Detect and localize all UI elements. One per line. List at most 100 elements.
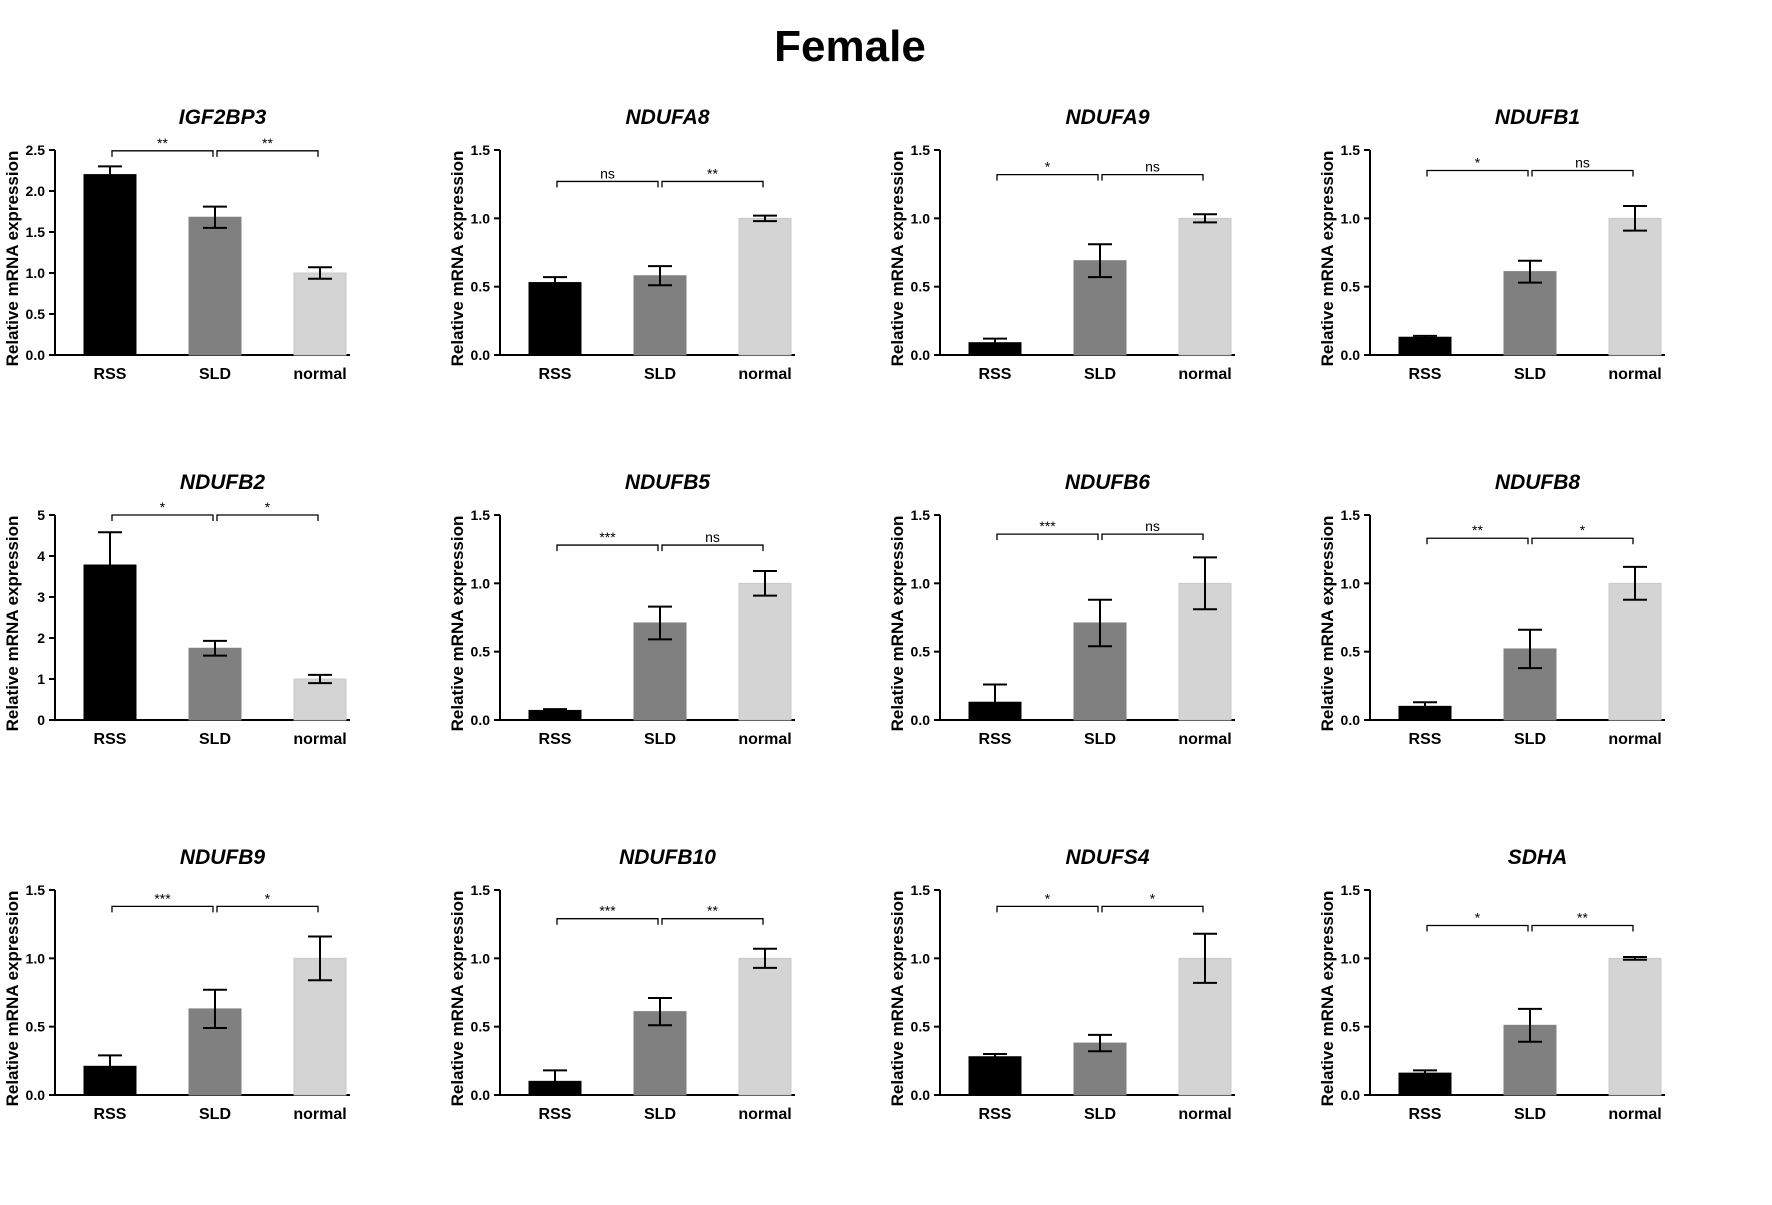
y-tick-label: 0.0	[26, 1087, 46, 1103]
category-label: SLD	[1514, 1106, 1546, 1123]
y-axis-label: Relative mRNA expression	[888, 891, 907, 1107]
y-tick-label: 1.0	[471, 210, 491, 226]
bar-normal	[293, 678, 347, 721]
significance-bracket	[1101, 533, 1204, 541]
significance-label: **	[262, 135, 273, 151]
significance-label: *	[1475, 155, 1481, 171]
y-axis-label: Relative mRNA expression	[3, 151, 22, 367]
y-tick-label: 2	[37, 630, 45, 646]
significance-label: *	[1475, 910, 1481, 926]
y-tick-label: 1.0	[26, 265, 46, 281]
category-label: RSS	[94, 366, 127, 383]
chart-title: NDUFB10	[619, 846, 716, 869]
y-tick-label: 1.5	[26, 224, 46, 240]
category-label: RSS	[539, 366, 572, 383]
significance-bracket	[111, 150, 214, 157]
significance-label: ***	[154, 890, 171, 906]
category-label: normal	[1608, 366, 1661, 383]
y-axis-label: Relative mRNA expression	[1318, 151, 1337, 367]
y-axis-label: Relative mRNA expression	[448, 516, 467, 732]
category-label: RSS	[94, 1106, 127, 1123]
bar-normal	[293, 272, 347, 356]
significance-label: **	[1472, 522, 1483, 538]
bar-normal	[738, 217, 792, 356]
category-label: SLD	[1514, 731, 1546, 748]
category-label: normal	[1608, 731, 1661, 748]
significance-bracket	[1531, 537, 1634, 545]
significance-bracket	[661, 180, 764, 188]
y-tick-label: 1.5	[471, 507, 491, 523]
y-tick-label: 1.0	[471, 575, 491, 591]
bar-rss	[968, 1056, 1022, 1096]
category-label: SLD	[644, 731, 676, 748]
significance-bracket	[996, 533, 1099, 541]
y-tick-label: 1.5	[26, 882, 46, 898]
y-tick-label: 0.5	[26, 306, 46, 322]
significance-label: ***	[1039, 518, 1056, 534]
bar-sld	[188, 216, 242, 356]
category-label: SLD	[1084, 366, 1116, 383]
y-tick-label: 0	[37, 712, 45, 728]
bar-normal	[1178, 217, 1232, 356]
chart-panel-ndufb9: NDUFB9 Relative mRNA expression 0.0 0.5 1.0 1…	[3, 846, 350, 1123]
y-tick-label: 0.0	[911, 712, 931, 728]
chart-title: NDUFB1	[1495, 106, 1580, 129]
significance-bracket	[1426, 924, 1529, 932]
category-label: normal	[293, 1106, 346, 1123]
chart-title: NDUFS4	[1065, 846, 1149, 869]
category-label: normal	[293, 366, 346, 383]
y-tick-label: 3	[37, 589, 45, 605]
chart-title: NDUFB9	[180, 846, 265, 869]
y-tick-label: 0.0	[471, 712, 491, 728]
significance-bracket	[216, 150, 319, 157]
chart-title: NDUFB8	[1495, 471, 1580, 494]
significance-bracket	[1531, 169, 1634, 177]
bar-sld	[1503, 271, 1557, 356]
bar-normal	[738, 957, 792, 1096]
y-tick-label: 0.0	[471, 347, 491, 363]
y-tick-label: 1.0	[26, 950, 46, 966]
category-label: RSS	[979, 1106, 1012, 1123]
significance-bracket	[216, 905, 319, 913]
category-label: RSS	[539, 731, 572, 748]
y-tick-label: 1.0	[1341, 950, 1361, 966]
bar-rss	[1398, 336, 1452, 356]
significance-bracket	[111, 905, 214, 913]
bar-normal	[1608, 957, 1662, 1096]
significance-label: **	[707, 165, 718, 181]
y-tick-label: 1.5	[911, 507, 931, 523]
chart-title: IGF2BP3	[179, 106, 267, 129]
y-tick-label: 0.0	[1341, 1087, 1361, 1103]
y-tick-label: 1.0	[471, 950, 491, 966]
category-label: normal	[293, 731, 346, 748]
significance-label: ns	[1575, 155, 1590, 171]
y-tick-label: 1	[37, 671, 45, 687]
significance-bracket	[996, 905, 1099, 913]
y-tick-label: 2.5	[26, 142, 46, 158]
y-axis-label: Relative mRNA expression	[1318, 516, 1337, 732]
y-tick-label: 0.0	[26, 347, 46, 363]
y-tick-label: 0.5	[911, 1019, 931, 1035]
chart-panel-ndufs4: NDUFS4 Relative mRNA expression 0.0 0.5 1.0 1…	[888, 846, 1235, 1123]
y-tick-label: 1.5	[471, 142, 491, 158]
bar-sld	[633, 275, 687, 356]
category-label: SLD	[199, 366, 231, 383]
significance-bracket	[556, 544, 659, 552]
category-label: RSS	[94, 731, 127, 748]
chart-title: NDUFA9	[1065, 106, 1149, 129]
chart-title: NDUFB6	[1065, 471, 1150, 494]
chart-panel-igf2bp3: IGF2BP3 Relative mRNA expression 0.0 0.5 1.0…	[3, 106, 350, 383]
bar-normal	[1608, 582, 1662, 721]
y-tick-label: 1.0	[911, 575, 931, 591]
y-tick-label: 1.5	[1341, 507, 1361, 523]
y-tick-label: 0.0	[911, 1087, 931, 1103]
y-tick-label: 1.0	[911, 210, 931, 226]
chart-panel-ndufb8: NDUFB8 Relative mRNA expression 0.0 0.5 1.0 1…	[1318, 471, 1665, 748]
chart-panel-ndufa8: NDUFA8 Relative mRNA expression 0.0 0.5 1.0 1…	[448, 106, 795, 383]
bar-rss	[83, 174, 137, 356]
y-axis-label: Relative mRNA expression	[1318, 891, 1337, 1107]
y-tick-label: 1.5	[471, 882, 491, 898]
significance-bracket	[216, 514, 319, 521]
y-axis-label: Relative mRNA expression	[888, 151, 907, 367]
y-tick-label: 0.5	[1341, 1019, 1361, 1035]
